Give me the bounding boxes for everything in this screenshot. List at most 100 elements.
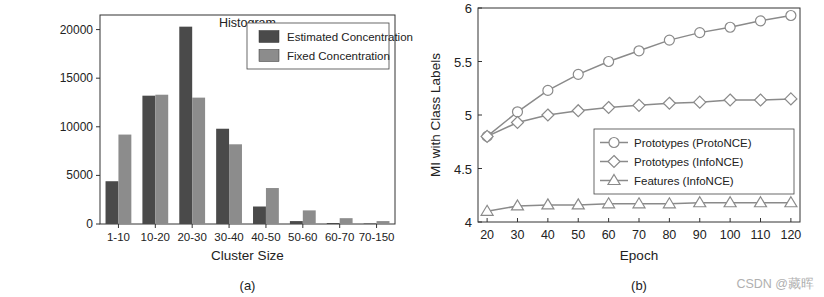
y-tick xyxy=(96,126,100,127)
y-tick-label: 5000 xyxy=(66,168,93,182)
bar xyxy=(142,96,155,224)
legend-marker xyxy=(608,156,620,168)
x-tick xyxy=(517,218,518,222)
x-tick xyxy=(487,218,488,222)
x-tick-label: 80 xyxy=(662,228,676,242)
bar xyxy=(106,181,119,224)
plot-frame xyxy=(100,15,395,224)
point xyxy=(604,57,614,67)
y-tick xyxy=(478,61,482,62)
y-tick xyxy=(96,175,100,176)
legend-marker xyxy=(608,175,620,185)
x-axis-label: Epoch xyxy=(620,248,658,263)
x-tick-label: 60-70 xyxy=(325,231,354,243)
line xyxy=(487,15,791,136)
bar xyxy=(290,221,303,224)
bar xyxy=(364,223,377,224)
x-tick-label: 40-50 xyxy=(251,231,280,243)
bar xyxy=(340,218,353,224)
x-tick-label: 70-150 xyxy=(359,231,395,243)
bar xyxy=(118,135,131,224)
x-tick-label: 30-40 xyxy=(214,231,243,243)
x-tick-label: 20 xyxy=(480,228,494,242)
point xyxy=(481,130,493,142)
x-tick xyxy=(302,224,303,228)
x-tick-label: 90 xyxy=(693,228,707,242)
legend-label: Prototypes (ProtoNCE) xyxy=(634,137,752,149)
x-tick xyxy=(376,224,377,228)
point xyxy=(694,96,706,108)
y-tick xyxy=(96,224,100,225)
x-tick-label: 50 xyxy=(571,228,585,242)
x-tick xyxy=(608,218,609,222)
point xyxy=(724,94,736,106)
x-tick-label: 1-10 xyxy=(107,231,130,243)
bar xyxy=(303,210,316,224)
y-tick-label: 10000 xyxy=(60,120,94,134)
point xyxy=(603,198,615,208)
y-tick xyxy=(478,8,482,9)
legend-marker xyxy=(609,138,619,148)
x-tick xyxy=(547,218,548,222)
x-tick xyxy=(578,218,579,222)
x-tick xyxy=(229,224,230,228)
point xyxy=(542,199,554,209)
x-tick-label: 20-30 xyxy=(177,231,206,243)
x-tick-label: 60 xyxy=(602,228,616,242)
legend-label: Prototypes (InfoNCE) xyxy=(634,156,743,168)
point xyxy=(511,116,523,128)
point xyxy=(756,16,766,26)
y-tick xyxy=(96,29,100,30)
x-tick xyxy=(192,224,193,228)
legend-swatch xyxy=(259,50,279,62)
legend: Estimated ConcentrationFixed Concentrati… xyxy=(247,23,413,69)
point xyxy=(755,94,767,106)
x-tick-label: 10-20 xyxy=(141,231,170,243)
x-tick xyxy=(155,224,156,228)
legend-label: Fixed Concentration xyxy=(287,50,390,62)
x-tick-label: 110 xyxy=(751,228,771,242)
x-tick xyxy=(669,218,670,222)
y-tick xyxy=(96,78,100,79)
bar xyxy=(192,98,205,224)
point xyxy=(786,10,796,20)
y-axis-label: MI with Class Labels xyxy=(428,53,443,177)
point xyxy=(785,93,797,105)
point xyxy=(542,109,554,121)
point xyxy=(633,198,645,208)
y-tick xyxy=(478,222,482,223)
legend-box xyxy=(594,129,794,194)
bar xyxy=(229,144,242,224)
legend-label: Features (InfoNCE) xyxy=(634,175,734,187)
y-tick-label: 20000 xyxy=(60,23,94,37)
bar xyxy=(216,129,229,224)
bar xyxy=(377,221,390,224)
x-tick-label: 50-60 xyxy=(288,231,317,243)
x-tick-label: 70 xyxy=(632,228,646,242)
point xyxy=(785,197,797,207)
lines xyxy=(481,10,797,215)
x-tick xyxy=(790,218,791,222)
x-tick-label: 120 xyxy=(780,228,801,242)
x-tick xyxy=(760,218,761,222)
point xyxy=(543,85,553,95)
x-tick xyxy=(339,224,340,228)
x-tick-label: 30 xyxy=(511,228,525,242)
watermark: CSDN @藏晖 xyxy=(736,277,814,291)
subtitle: (b) xyxy=(631,278,647,293)
x-tick xyxy=(639,218,640,222)
y-tick-label: 4 xyxy=(465,215,472,230)
point xyxy=(481,205,493,215)
y-tick-label: 5.5 xyxy=(454,55,472,70)
y-tick-label: 0 xyxy=(86,217,93,231)
bar xyxy=(327,223,340,224)
point xyxy=(725,22,735,32)
y-tick-label: 5 xyxy=(465,108,472,123)
x-tick xyxy=(699,218,700,222)
x-tick-label: 100 xyxy=(720,228,741,242)
point xyxy=(512,107,522,117)
bar xyxy=(155,95,168,224)
point xyxy=(695,28,705,38)
point xyxy=(663,198,675,208)
bar xyxy=(266,188,279,224)
